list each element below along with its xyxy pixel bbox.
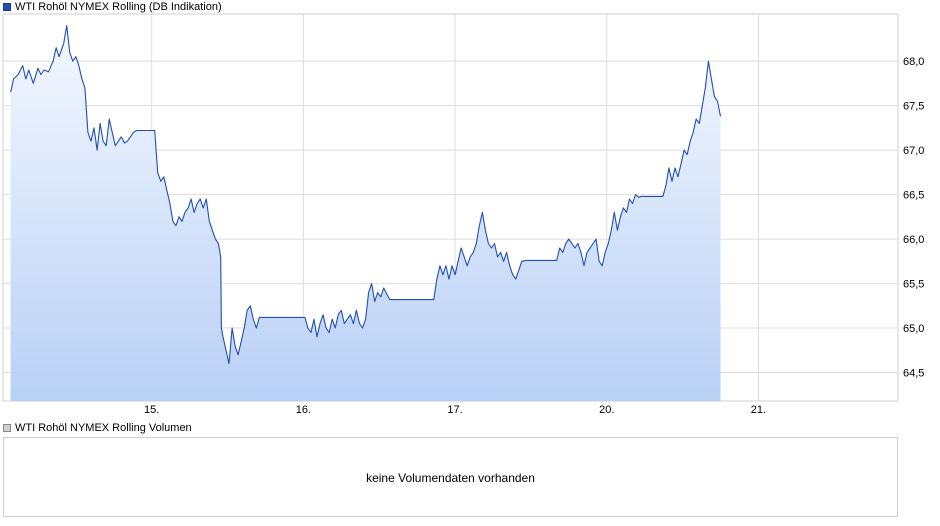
y-tick-label: 66,0 xyxy=(903,234,924,246)
price-chart: 64,565,065,566,066,567,067,568,0 15. 16. 1… xyxy=(2,13,924,416)
y-axis: 64,5 65,0 65,5 66,0 66,5 67,0 67,5 68,0 xyxy=(903,56,924,379)
price-area xyxy=(10,25,721,401)
y-tick-label: 64,5 xyxy=(903,368,924,380)
volume-legend: WTI Rohöl NYMEX Rolling Volumen xyxy=(3,421,192,435)
y-tick-label: 67,5 xyxy=(903,101,924,113)
no-volume-message: keine Volumendaten vorhanden xyxy=(366,471,535,485)
y-tick-label: 65,5 xyxy=(903,279,924,291)
x-tick-label: 21. xyxy=(751,404,766,416)
volume-legend-label: WTI Rohöl NYMEX Rolling Volumen xyxy=(15,422,192,434)
x-axis: 15. 16. 17. 20. 21. xyxy=(144,404,766,416)
y-tick-label: 67,0 xyxy=(903,145,924,157)
x-tick-label: 20. xyxy=(599,404,614,416)
price-legend: WTI Rohöl NYMEX Rolling (DB Indikation) xyxy=(3,0,222,14)
y-tick-label: 68,0 xyxy=(903,56,924,68)
x-tick-label: 16. xyxy=(296,404,311,416)
volume-panel: keine Volumendaten vorhanden xyxy=(3,437,898,517)
y-tick-label: 66,5 xyxy=(903,190,924,202)
x-tick-label: 15. xyxy=(144,404,159,416)
price-legend-label: WTI Rohöl NYMEX Rolling (DB Indikation) xyxy=(15,1,222,13)
price-line xyxy=(10,25,722,365)
x-tick-label: 17. xyxy=(447,404,462,416)
volume-legend-swatch xyxy=(3,424,11,432)
price-legend-swatch xyxy=(3,3,11,11)
y-tick-label: 65,0 xyxy=(903,323,924,335)
